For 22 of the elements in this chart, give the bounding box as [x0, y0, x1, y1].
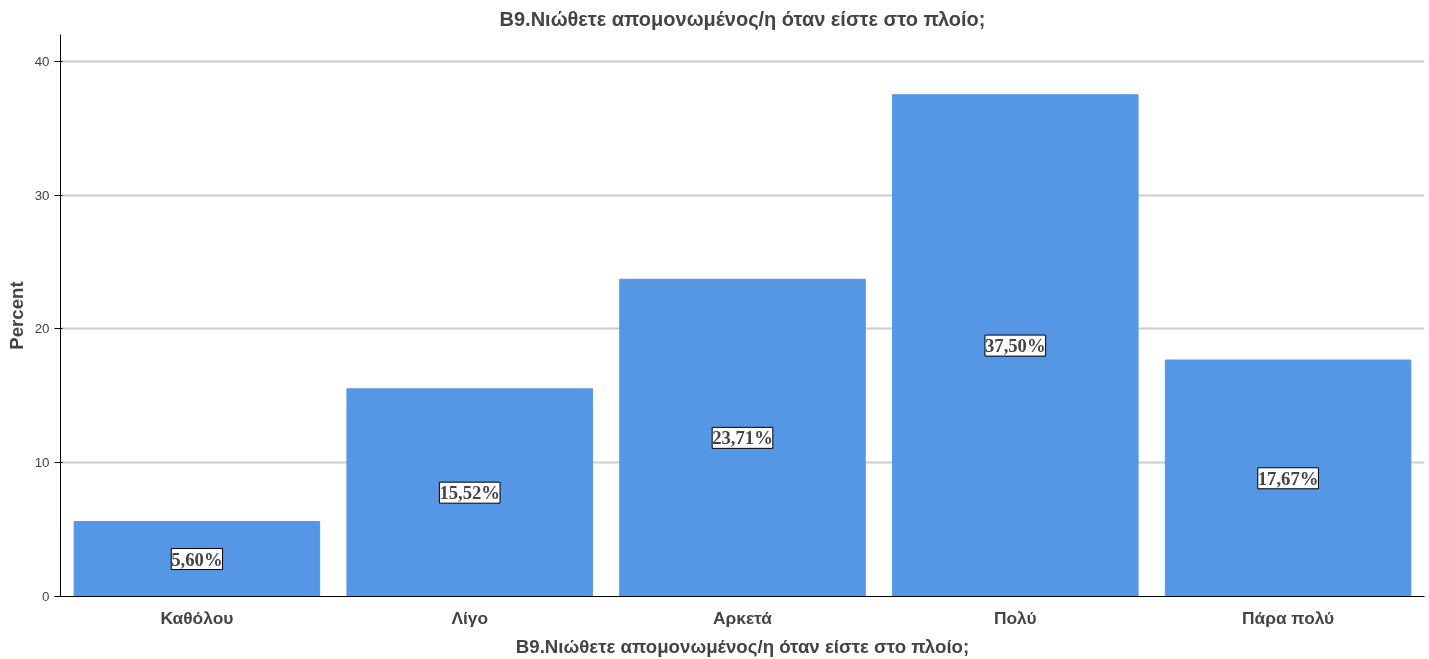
x-axis-title: B9.Νιώθετε απομονωμένος/η όταν είστε στο πλοίο;: [515, 635, 970, 657]
x-tick-label: Λίγο: [451, 607, 489, 628]
x-tick-label: Πάρα πολύ: [1242, 607, 1335, 628]
data-label: 5,60%: [171, 548, 223, 570]
data-label: 15,52%: [439, 482, 501, 504]
y-tick-label: 10: [34, 455, 50, 471]
x-tick-label: Αρκετά: [712, 607, 773, 628]
bar: [346, 388, 593, 597]
bar: [619, 278, 866, 597]
bar: [73, 521, 321, 597]
y-tick-label: 0: [42, 589, 50, 604]
y-tick-label: 20: [34, 321, 50, 337]
data-label: 23,71%: [712, 427, 773, 449]
y-axis-title: Percent: [5, 281, 27, 350]
chart-title: B9.Νιώθετε απομονωμένος/η όταν είστε στο πλοίο;: [499, 7, 986, 30]
x-tick-label: Πολύ: [994, 607, 1037, 628]
y-tick-label: 40: [34, 53, 50, 69]
bar: [892, 94, 1139, 597]
bar: [1164, 359, 1412, 597]
x-tick-label: Καθόλου: [160, 607, 234, 628]
y-tick-label: 30: [34, 187, 50, 203]
data-label: 17,67%: [1257, 467, 1319, 489]
